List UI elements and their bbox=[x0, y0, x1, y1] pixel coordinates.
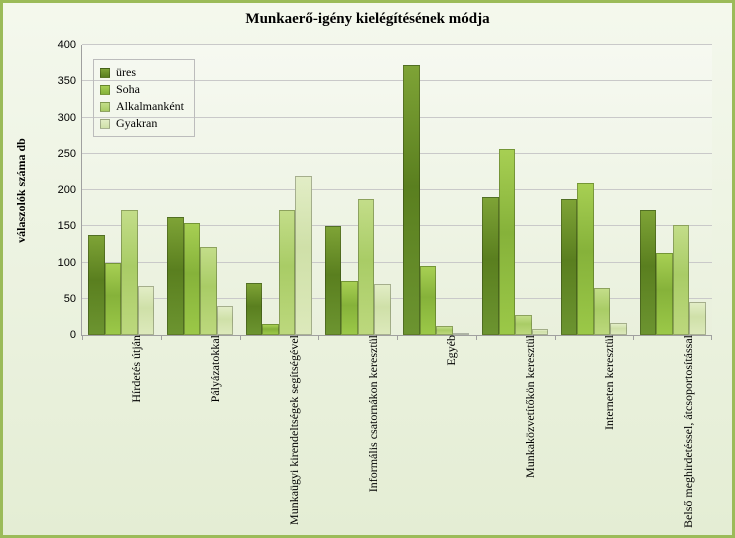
x-tick bbox=[555, 335, 556, 340]
bar bbox=[673, 225, 690, 335]
legend-item: Soha bbox=[100, 81, 184, 98]
bar bbox=[246, 283, 263, 335]
bar bbox=[88, 235, 105, 335]
bar-cluster bbox=[640, 45, 706, 335]
category-label: Hírdetés útján bbox=[121, 335, 144, 403]
bar bbox=[689, 302, 706, 335]
x-tick bbox=[318, 335, 319, 340]
legend-label: Soha bbox=[116, 82, 140, 97]
x-tick bbox=[161, 335, 162, 340]
bar bbox=[499, 149, 516, 335]
category: Munkaügyi kirendeltségek segítségével bbox=[240, 45, 319, 335]
legend-swatch bbox=[100, 119, 110, 129]
bar bbox=[656, 253, 673, 335]
legend-item: Gyakran bbox=[100, 115, 184, 132]
legend-label: üres bbox=[116, 65, 136, 80]
bar bbox=[325, 226, 342, 335]
bar bbox=[594, 288, 611, 335]
bar bbox=[167, 217, 184, 335]
bar bbox=[358, 199, 375, 335]
x-tick bbox=[240, 335, 241, 340]
x-tick bbox=[82, 335, 83, 340]
bar bbox=[200, 247, 217, 335]
bar bbox=[105, 263, 122, 336]
legend-item: üres bbox=[100, 64, 184, 81]
x-tick bbox=[476, 335, 477, 340]
category: Egyéb bbox=[397, 45, 476, 335]
y-tick-label: 100 bbox=[58, 257, 82, 269]
bar bbox=[577, 183, 594, 335]
bar bbox=[121, 210, 138, 335]
category-label: Belső meghirdetéssel, átcsoportosítással bbox=[673, 335, 696, 528]
category-label: Interneten keresztül bbox=[594, 335, 617, 430]
chart-frame: Munkaerő-igény kielégítésének módja vála… bbox=[0, 0, 735, 538]
bar bbox=[610, 323, 627, 335]
category-label: Informális csatornákon keresztül bbox=[358, 335, 381, 492]
y-tick-label: 150 bbox=[58, 220, 82, 232]
bar bbox=[184, 223, 201, 335]
bar-cluster bbox=[403, 45, 469, 335]
y-tick-label: 200 bbox=[58, 184, 82, 196]
category: Interneten keresztül bbox=[555, 45, 634, 335]
bar bbox=[295, 176, 312, 336]
bar-cluster bbox=[482, 45, 548, 335]
category-label: Munkaügyi kirendeltségek segítségével bbox=[279, 335, 302, 525]
y-tick-label: 300 bbox=[58, 112, 82, 124]
category-label: Pályázatokkal bbox=[200, 335, 223, 402]
bar bbox=[374, 284, 391, 335]
x-tick bbox=[633, 335, 634, 340]
category: Munkaközvetítőkön keresztül bbox=[476, 45, 555, 335]
bar bbox=[138, 286, 155, 335]
legend-item: Alkalmanként bbox=[100, 98, 184, 115]
y-tick-label: 0 bbox=[70, 329, 82, 341]
bar bbox=[561, 199, 578, 335]
bar bbox=[420, 266, 437, 335]
bar bbox=[279, 210, 296, 335]
chart-title: Munkaerő-igény kielégítésének módja bbox=[3, 11, 732, 28]
bar bbox=[217, 306, 234, 335]
bar bbox=[436, 326, 453, 335]
legend-swatch bbox=[100, 68, 110, 78]
legend-label: Alkalmanként bbox=[116, 99, 184, 114]
bar-cluster bbox=[325, 45, 391, 335]
bar bbox=[262, 324, 279, 335]
legend-label: Gyakran bbox=[116, 116, 157, 131]
bar bbox=[640, 210, 657, 335]
y-tick-label: 350 bbox=[58, 75, 82, 87]
x-tick bbox=[711, 335, 712, 340]
bar bbox=[515, 315, 532, 335]
y-tick-label: 50 bbox=[64, 293, 82, 305]
bar bbox=[482, 197, 499, 335]
category: Informális csatornákon keresztül bbox=[318, 45, 397, 335]
legend: üres Soha Alkalmanként Gyakran bbox=[93, 59, 195, 137]
legend-swatch bbox=[100, 102, 110, 112]
y-axis-title-text: válaszolók száma db bbox=[14, 138, 29, 243]
bar bbox=[403, 65, 420, 335]
y-tick-label: 400 bbox=[58, 39, 82, 51]
category: Belső meghirdetéssel, átcsoportosítással bbox=[633, 45, 712, 335]
legend-swatch bbox=[100, 85, 110, 95]
bar-cluster bbox=[246, 45, 312, 335]
bar bbox=[341, 281, 358, 335]
x-tick bbox=[397, 335, 398, 340]
bar-cluster bbox=[561, 45, 627, 335]
category-label: Egyéb bbox=[436, 335, 459, 366]
y-tick-label: 250 bbox=[58, 148, 82, 160]
category-label: Munkaközvetítőkön keresztül bbox=[515, 335, 538, 478]
